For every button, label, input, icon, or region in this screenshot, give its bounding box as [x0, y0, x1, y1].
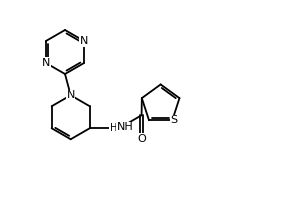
Text: N: N — [67, 90, 75, 100]
Text: N: N — [80, 36, 88, 46]
Text: H: H — [110, 123, 117, 133]
Text: O: O — [137, 134, 146, 144]
Text: S: S — [171, 115, 178, 125]
Text: NH: NH — [116, 122, 133, 132]
Text: N: N — [42, 58, 50, 68]
